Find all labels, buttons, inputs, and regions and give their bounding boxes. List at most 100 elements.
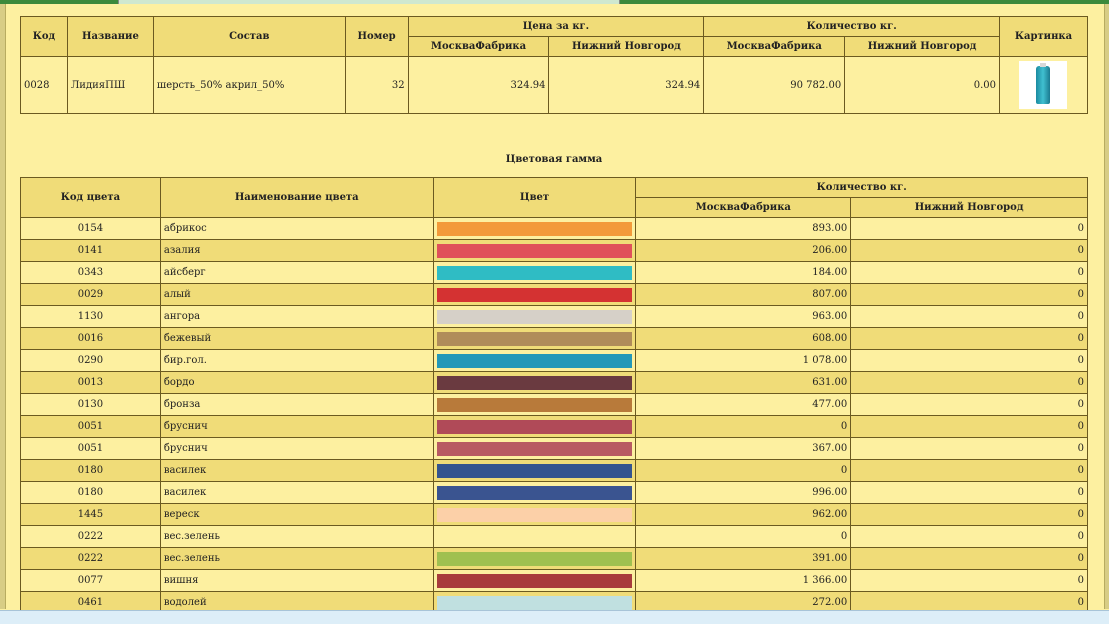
- color-code: 0051: [20, 437, 161, 460]
- color-name: василек: [159, 459, 434, 482]
- table-row: 0016 бежевый 608.00 0: [20, 327, 1088, 350]
- color-swatch-cell: [432, 371, 637, 394]
- tab-indicator[interactable]: [118, 0, 620, 4]
- color-swatch-cell: [432, 459, 637, 482]
- header-color-name: Наименование цвета: [159, 177, 434, 218]
- color-qty-moscow: 184.00: [635, 261, 852, 284]
- color-swatch: [436, 353, 633, 368]
- table-row: 1130 ангора 963.00 0: [20, 305, 1088, 328]
- color-qty-nnovgorod: 0: [850, 305, 1088, 328]
- table-row: 0222 вес.зелень 391.00 0: [20, 547, 1088, 570]
- product-picture-cell[interactable]: [998, 56, 1089, 114]
- color-qty-nnovgorod: 0: [850, 547, 1088, 570]
- color-qty-moscow: 391.00: [635, 547, 852, 570]
- color-swatch: [436, 221, 633, 236]
- color-name: алый: [159, 283, 434, 306]
- color-palette-table: Код цвета Наименование цвета Цвет Количе…: [20, 177, 1088, 614]
- color-swatch-cell: [432, 393, 637, 416]
- right-frame-border: [1104, 4, 1109, 609]
- color-qty-moscow: 996.00: [635, 481, 852, 504]
- color-name: бежевый: [159, 327, 434, 350]
- color-swatch: [436, 463, 633, 478]
- table-row: 0051 бруснич 367.00 0: [20, 437, 1088, 460]
- table-row: 0130 бронза 477.00 0: [20, 393, 1088, 416]
- color-code: 0077: [20, 569, 161, 592]
- color-code: 0461: [20, 591, 161, 614]
- header-price-group: Цена за кг.: [407, 16, 705, 37]
- table-row: 1445 вереск 962.00 0: [20, 503, 1088, 526]
- color-qty-moscow: 1 078.00: [635, 349, 852, 372]
- color-qty-moscow: 608.00: [635, 327, 852, 350]
- product-code: 0028: [20, 56, 68, 114]
- product-qty-moscow: 90 782.00: [703, 56, 846, 114]
- color-swatch: [436, 397, 633, 412]
- header-code: Код: [20, 16, 68, 57]
- color-qty-nnovgorod: 0: [850, 371, 1088, 394]
- color-swatch: [436, 573, 633, 588]
- color-code: 0029: [20, 283, 161, 306]
- color-qty-nnovgorod: 0: [850, 591, 1088, 614]
- product-price-moscow: 324.94: [407, 56, 550, 114]
- header-price-moscow: МоскваФабрика: [407, 36, 550, 57]
- color-swatch: [436, 375, 633, 390]
- product-price-nnovgorod: 324.94: [548, 56, 705, 114]
- color-code: 0051: [20, 415, 161, 438]
- header-price-nnovgorod: Нижний Новгород: [548, 36, 705, 57]
- color-swatch: [436, 265, 633, 280]
- color-qty-moscow: 0: [635, 415, 852, 438]
- color-swatch: [436, 507, 633, 522]
- color-qty-moscow: 0: [635, 525, 852, 548]
- table-row: 0077 вишня 1 366.00 0: [20, 569, 1088, 592]
- color-name: ангора: [159, 305, 434, 328]
- table-row: 0013 бордо 631.00 0: [20, 371, 1088, 394]
- color-code: 1130: [20, 305, 161, 328]
- color-swatch-cell: [432, 415, 637, 438]
- product-name: ЛидияПШ: [66, 56, 154, 114]
- color-swatch-cell: [432, 305, 637, 328]
- color-swatch-cell: [432, 349, 637, 372]
- color-qty-nnovgorod: 0: [850, 459, 1088, 482]
- color-name: бруснич: [159, 415, 434, 438]
- color-swatch-cell: [432, 481, 637, 504]
- color-swatch-cell: [432, 239, 637, 262]
- color-name: василек: [159, 481, 434, 504]
- color-name: бронза: [159, 393, 434, 416]
- color-code: 0290: [20, 349, 161, 372]
- palette-title: Цветовая гамма: [505, 154, 603, 165]
- table-row: 0180 василек 996.00 0: [20, 481, 1088, 504]
- color-swatch-cell: [432, 503, 637, 526]
- color-name: абрикос: [159, 217, 434, 240]
- color-swatch: [436, 419, 633, 434]
- color-name: водолей: [159, 591, 434, 614]
- top-tab-strip: [0, 0, 1109, 4]
- color-code: 0180: [20, 481, 161, 504]
- color-name: вес.зелень: [159, 547, 434, 570]
- table-row: 0222 вес.зелень 0 0: [20, 525, 1088, 548]
- color-swatch: [436, 485, 633, 500]
- color-qty-moscow: 367.00: [635, 437, 852, 460]
- color-code: 0154: [20, 217, 161, 240]
- header-picture: Картинка: [998, 16, 1089, 57]
- product-row: 0028 ЛидияПШ шерсть_50% акрил_50% 32 324…: [20, 56, 1089, 114]
- color-code: 0016: [20, 327, 161, 350]
- color-swatch-cell: [432, 569, 637, 592]
- color-qty-moscow: 0: [635, 459, 852, 482]
- color-qty-moscow: 631.00: [635, 371, 852, 394]
- header-qty-nnovgorod: Нижний Новгород: [844, 36, 1000, 57]
- product-table: Код Название Состав Номер Цена за кг. Ко…: [20, 16, 1089, 114]
- header-color-qty-nnovgorod: Нижний Новгород: [850, 197, 1088, 218]
- color-swatch: [436, 551, 633, 566]
- table-row: 0290 бир.гол. 1 078.00 0: [20, 349, 1088, 372]
- color-swatch: [436, 441, 633, 456]
- color-code: 0343: [20, 261, 161, 284]
- yarn-cone-image[interactable]: [1019, 61, 1068, 109]
- header-name: Название: [66, 16, 154, 57]
- color-qty-nnovgorod: 0: [850, 239, 1088, 262]
- color-qty-moscow: 1 366.00: [635, 569, 852, 592]
- header-color-qty-group: Количество кг.: [635, 177, 1088, 198]
- header-number: Номер: [344, 16, 409, 57]
- color-qty-nnovgorod: 0: [850, 283, 1088, 306]
- color-swatch: [436, 331, 633, 346]
- color-swatch-cell: [432, 217, 637, 240]
- color-name: вереск: [159, 503, 434, 526]
